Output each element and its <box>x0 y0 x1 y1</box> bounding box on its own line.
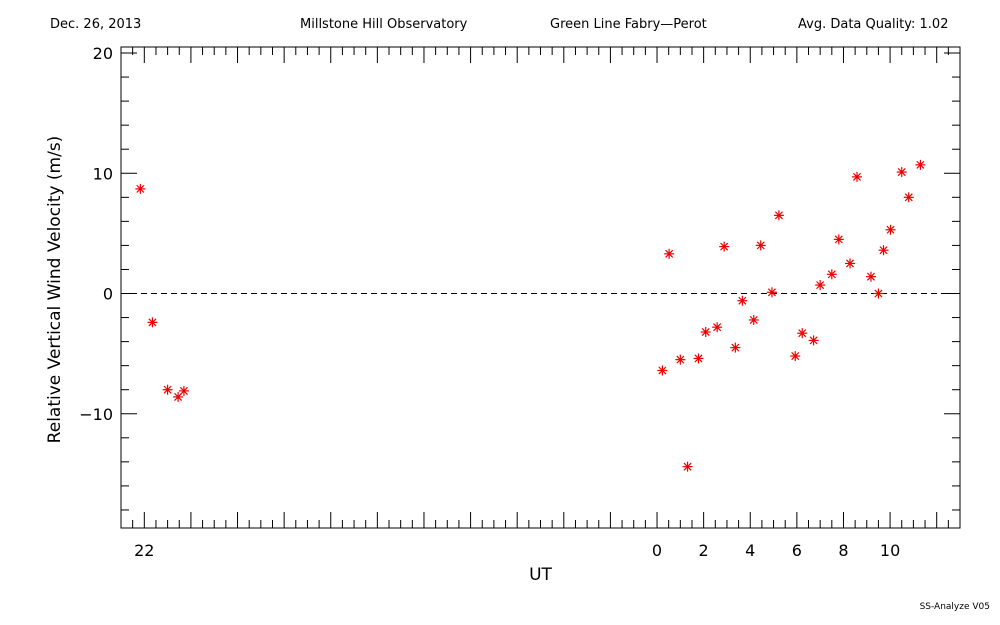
data-point <box>815 280 826 291</box>
x-tick-label: 2 <box>699 541 709 560</box>
y-tick-label: −10 <box>79 405 113 424</box>
data-point <box>885 224 896 235</box>
data-point <box>135 183 146 194</box>
y-axis-title: Relative Vertical Wind Velocity (m/s) <box>45 136 65 444</box>
x-tick-label: 8 <box>838 541 848 560</box>
data-point <box>682 461 693 472</box>
header-date: Dec. 26, 2013 <box>50 17 142 32</box>
data-point <box>719 241 730 252</box>
y-tick-label: 0 <box>103 285 113 304</box>
data-point <box>773 210 784 221</box>
data-point <box>147 317 158 328</box>
x-tick-label: 6 <box>792 541 802 560</box>
software-version-label: SS-Analyze V05 <box>919 602 990 612</box>
data-point <box>700 326 711 337</box>
data-point <box>790 351 801 362</box>
header-instrument: Green Line Fabry—Perot <box>550 17 707 32</box>
x-tick-label: 4 <box>745 541 755 560</box>
data-point <box>173 391 184 402</box>
data-point <box>693 353 704 364</box>
data-point <box>873 288 884 299</box>
plot-frame <box>120 46 961 529</box>
data-point <box>675 354 686 365</box>
x-tick-label: 10 <box>880 541 900 560</box>
y-tick-label: 20 <box>93 44 113 63</box>
data-point <box>851 171 862 182</box>
x-tick-label: 22 <box>134 541 154 560</box>
data-point <box>730 342 741 353</box>
data-point <box>833 234 844 245</box>
data-point <box>755 240 766 251</box>
data-point <box>748 314 759 325</box>
data-point <box>797 328 808 339</box>
data-point <box>878 245 889 256</box>
data-point <box>896 167 907 178</box>
y-tick-label: 10 <box>93 164 113 183</box>
x-tick-label: 0 <box>652 541 662 560</box>
data-point <box>865 271 876 282</box>
data-point <box>664 248 675 259</box>
header-observatory: Millstone Hill Observatory <box>300 17 468 32</box>
data-point <box>844 258 855 269</box>
data-point <box>826 269 837 280</box>
x-axis-title: UT <box>529 565 552 585</box>
header-data-quality: Avg. Data Quality: 1.02 <box>798 17 949 32</box>
data-point <box>712 322 723 333</box>
data-point <box>915 159 926 170</box>
data-point <box>162 384 173 395</box>
data-point <box>657 365 668 376</box>
data-point <box>737 295 748 306</box>
data-point <box>903 192 914 203</box>
data-point <box>808 335 819 346</box>
data-point <box>178 385 189 396</box>
data-point <box>766 287 777 298</box>
